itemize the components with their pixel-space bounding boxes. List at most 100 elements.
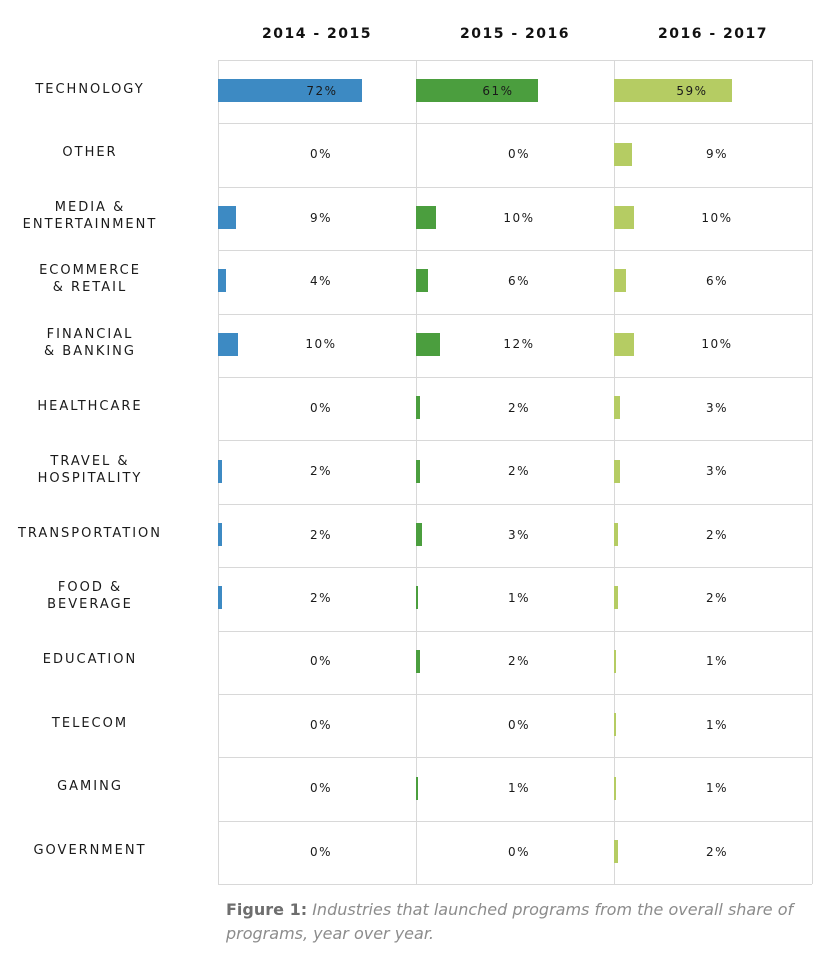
- data-bar: [218, 523, 222, 546]
- data-label: 2%: [705, 527, 729, 542]
- data-label: 1%: [507, 590, 531, 605]
- column-header: 2016 - 2017: [658, 26, 768, 42]
- grid-horizontal-line: [218, 630, 812, 632]
- grid-horizontal-line: [218, 440, 812, 442]
- data-label: 1%: [705, 781, 729, 796]
- data-label: 0%: [309, 781, 333, 796]
- data-label: 3%: [705, 464, 729, 479]
- data-label: 2%: [309, 464, 333, 479]
- data-label: 1%: [705, 654, 729, 669]
- data-label: 9%: [705, 147, 729, 162]
- category-label: FOOD & BEVERAGE: [47, 580, 133, 613]
- data-label: 2%: [507, 400, 531, 415]
- data-bar: [218, 269, 226, 293]
- data-bar: [416, 523, 422, 546]
- category-label: HEALTHCARE: [37, 398, 143, 414]
- data-bar: [614, 713, 616, 737]
- data-label: 0%: [309, 844, 333, 859]
- data-bar: [416, 459, 420, 483]
- data-bar: [218, 459, 222, 483]
- grid-horizontal-line: [218, 884, 812, 886]
- column-header: 2014 - 2015: [262, 26, 372, 42]
- data-label: 3%: [507, 527, 531, 542]
- data-bar: [614, 586, 618, 610]
- data-label: 10%: [305, 337, 337, 352]
- data-bar: [416, 649, 420, 673]
- grid-horizontal-line: [218, 313, 812, 315]
- data-label: 4%: [309, 273, 333, 288]
- figure-caption: Figure 1: Industries that launched progr…: [226, 898, 826, 946]
- data-bar: [614, 776, 616, 800]
- grid-horizontal-line: [218, 186, 812, 188]
- data-bar: [614, 459, 620, 483]
- data-label: 2%: [309, 590, 333, 605]
- data-label: 2%: [309, 527, 333, 542]
- data-label: 2%: [705, 590, 729, 605]
- data-bar: [416, 396, 420, 420]
- data-bar: [614, 396, 620, 420]
- data-bar: [614, 649, 616, 673]
- grid-horizontal-line: [218, 503, 812, 505]
- data-label: 0%: [309, 400, 333, 415]
- data-bar: [218, 332, 238, 356]
- data-bar: [614, 142, 632, 166]
- data-label: 2%: [507, 654, 531, 669]
- category-label: ECOMMERCE & RETAIL: [39, 263, 141, 296]
- grid-horizontal-line: [218, 820, 812, 822]
- caption-label: Figure 1:: [226, 900, 308, 919]
- grid-horizontal-line: [218, 377, 812, 378]
- data-label: 1%: [705, 717, 729, 732]
- data-label: 6%: [507, 273, 531, 288]
- category-label: TRANSPORTATION: [17, 525, 163, 541]
- data-label: 0%: [507, 147, 531, 162]
- data-label: 0%: [309, 654, 333, 669]
- data-bar: [416, 79, 538, 103]
- data-label: 0%: [507, 844, 531, 859]
- data-label: 10%: [701, 337, 733, 352]
- grid-vertical-line: [812, 60, 813, 885]
- category-label: OTHER: [62, 145, 118, 161]
- data-label: 1%: [507, 781, 531, 796]
- data-label: 9%: [309, 210, 333, 225]
- data-label: 6%: [705, 273, 729, 288]
- data-bar: [416, 269, 428, 293]
- data-label: 59%: [676, 83, 708, 98]
- grid-horizontal-line: [218, 123, 812, 125]
- grid-horizontal-line: [218, 694, 812, 695]
- grid-horizontal-line: [218, 567, 812, 569]
- category-label: EDUCATION: [42, 652, 138, 668]
- data-label: 2%: [507, 464, 531, 479]
- data-label: 0%: [309, 147, 333, 162]
- data-label: 0%: [507, 717, 531, 732]
- data-bar: [614, 79, 732, 103]
- category-label: MEDIA & ENTERTAINMENT: [22, 200, 158, 232]
- caption-text: Industries that launched programs from t…: [226, 900, 794, 943]
- data-label: 72%: [306, 83, 338, 98]
- data-bar: [416, 332, 440, 356]
- category-label: TRAVEL & HOSPITALITY: [37, 453, 143, 486]
- category-label: TECHNOLOGY: [35, 81, 145, 97]
- data-label: 0%: [309, 717, 333, 732]
- data-bar: [218, 206, 236, 229]
- grid-horizontal-line: [218, 250, 812, 252]
- data-bar: [614, 269, 626, 293]
- data-label: 2%: [705, 844, 729, 859]
- data-bar: [614, 206, 634, 229]
- category-label: FINANCIAL & BANKING: [44, 326, 136, 359]
- data-bar: [416, 206, 436, 229]
- data-bar: [218, 79, 362, 103]
- data-label: 10%: [503, 210, 535, 225]
- data-bar: [416, 586, 418, 610]
- category-label: GAMING: [57, 779, 123, 795]
- data-label: 12%: [503, 337, 535, 352]
- grid-horizontal-line: [218, 60, 812, 61]
- grid-horizontal-line: [218, 757, 812, 759]
- data-bar: [218, 586, 222, 610]
- data-bar: [614, 840, 618, 863]
- data-label: 10%: [701, 210, 733, 225]
- category-label: GOVERNMENT: [33, 842, 147, 858]
- data-bar: [614, 332, 634, 356]
- data-label: 3%: [705, 400, 729, 415]
- data-bar: [614, 523, 618, 546]
- category-label: TELECOM: [51, 715, 129, 731]
